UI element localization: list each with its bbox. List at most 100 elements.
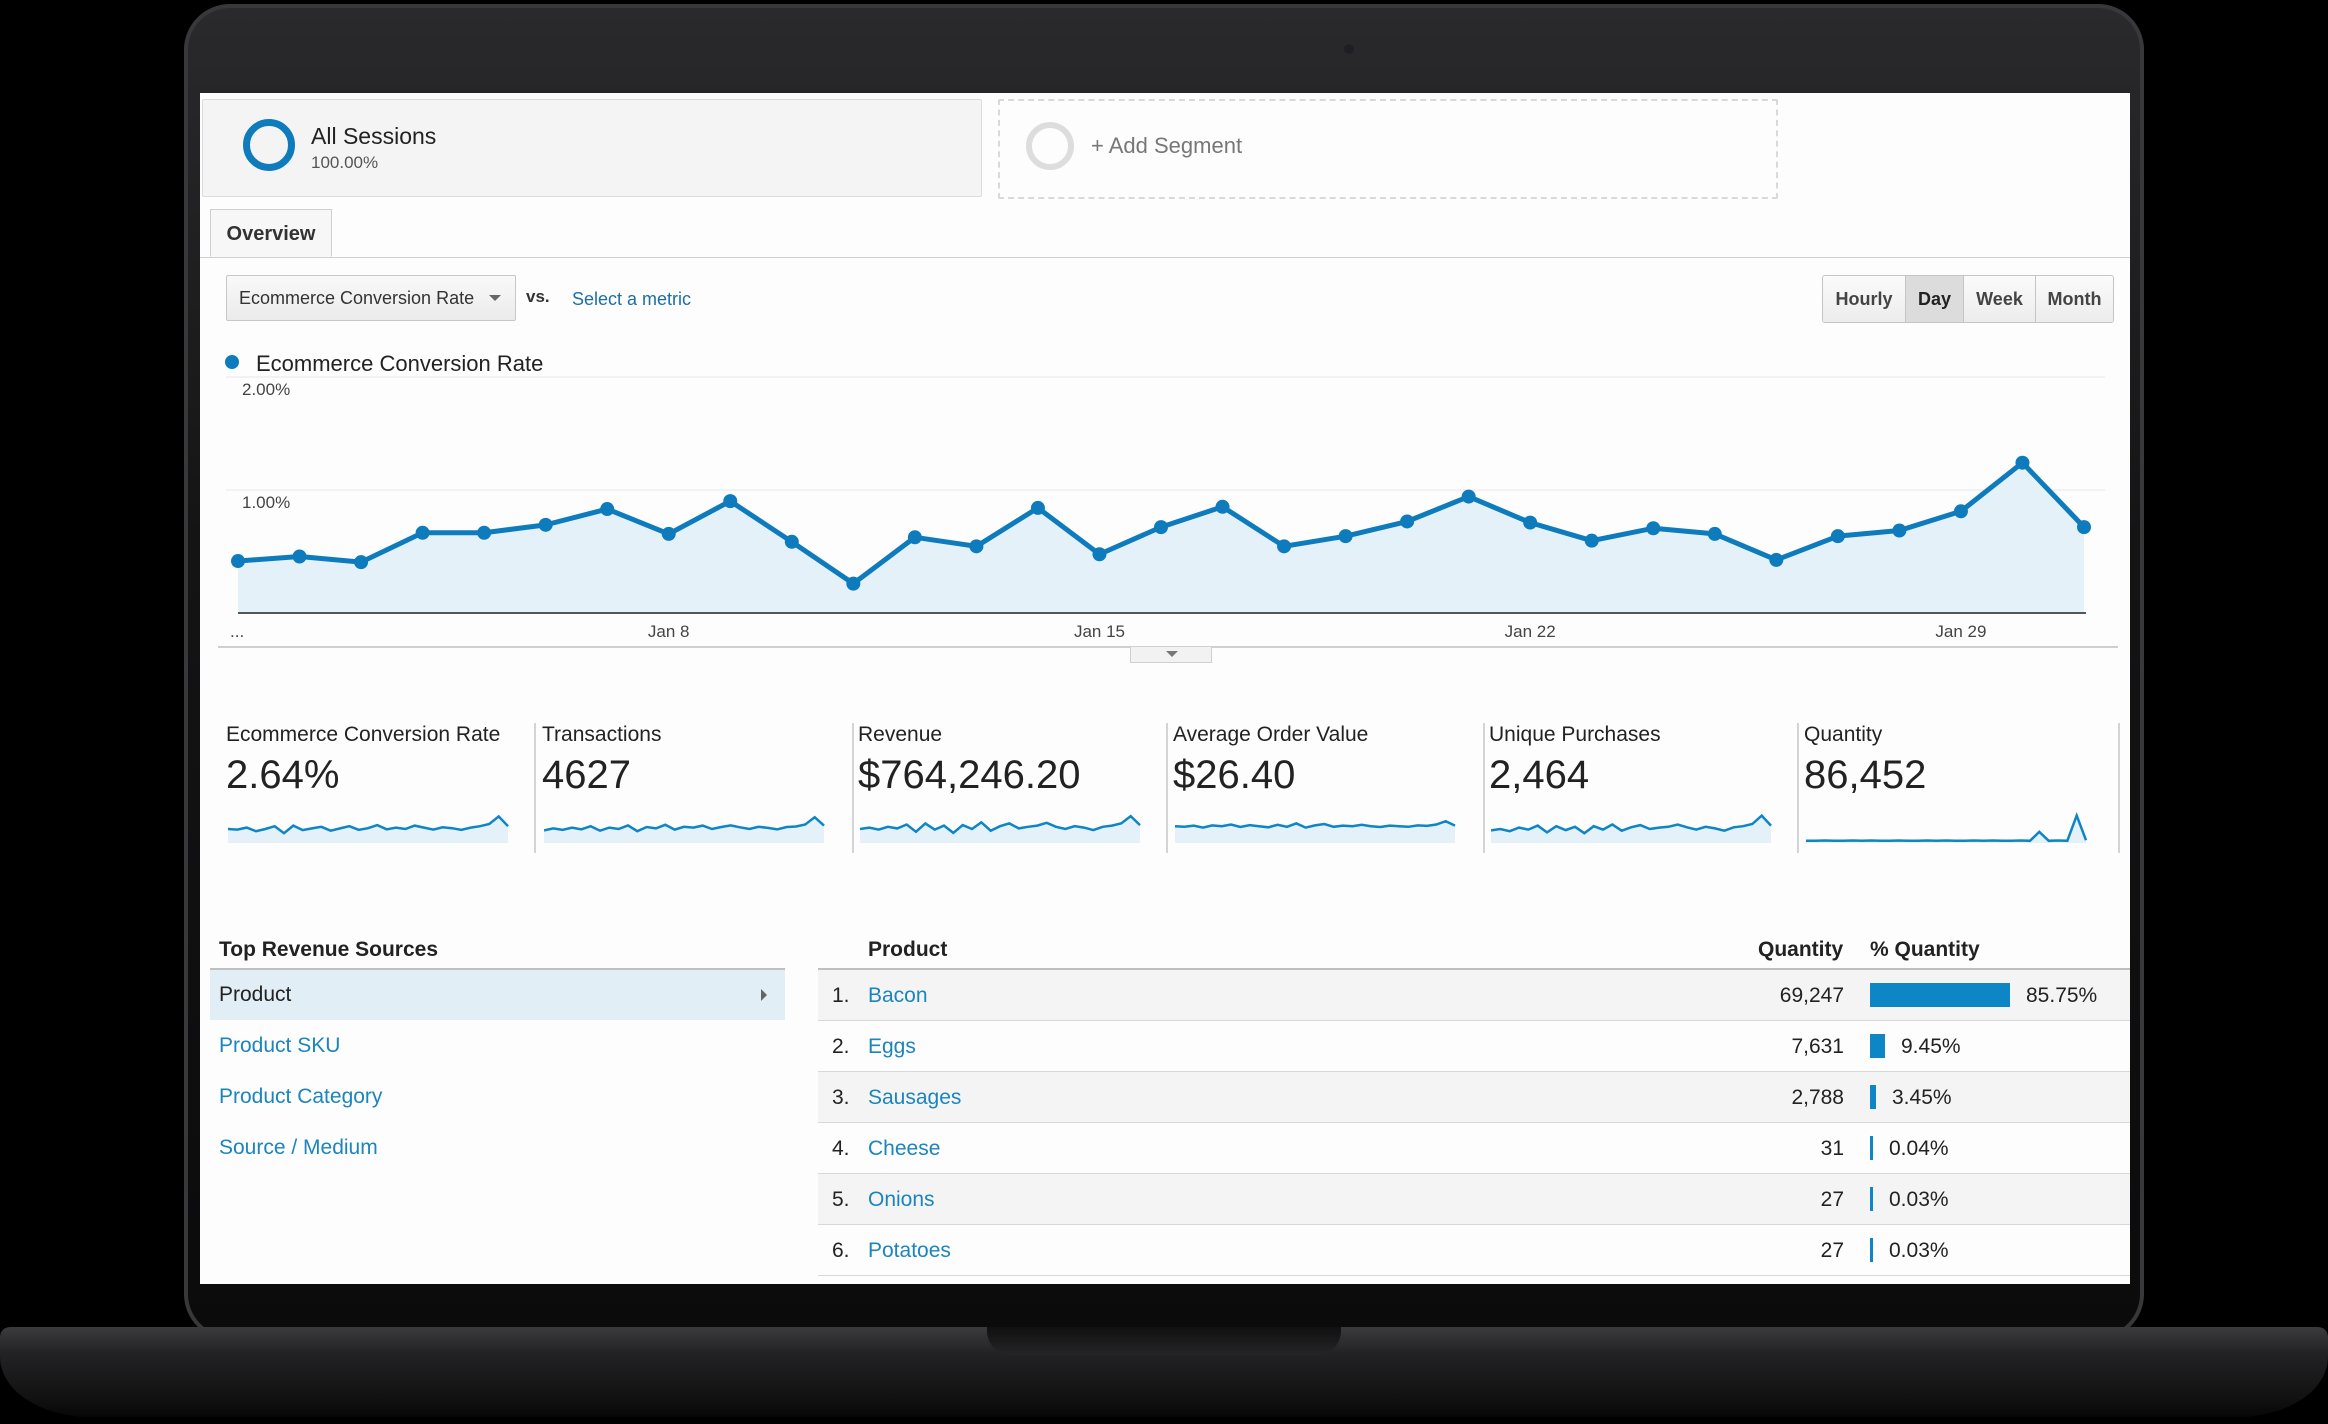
scorecard-label: Unique Purchases (1489, 723, 1661, 746)
column-header-quantity[interactable]: Quantity (1758, 938, 1844, 961)
week-button[interactable]: Week (1964, 276, 2036, 322)
data-point (1400, 514, 1415, 529)
scorecard-divider (2118, 723, 2120, 853)
x-tick-label: Jan 8 (648, 622, 690, 641)
data-point (2015, 455, 2030, 470)
product-link[interactable]: Onions (868, 1188, 935, 1211)
source-item-product-sku[interactable]: Product SKU (219, 1034, 341, 1057)
analytics-screen: All Sessions 100.00% + Add Segment Overv… (200, 93, 2130, 1284)
sparkline-line (544, 815, 825, 833)
scorecard-label: Ecommerce Conversion Rate (226, 723, 501, 746)
scorecard-value: $764,246.20 (858, 753, 1081, 797)
scorecard-revenue: Revenue $764,246.20 (858, 723, 1168, 863)
add-segment-button[interactable] (998, 99, 1778, 199)
row-quantity: 31 (1820, 1137, 1844, 1160)
legend-dot-icon (225, 355, 239, 369)
data-point (1338, 529, 1353, 544)
row-index: 5. (832, 1188, 850, 1211)
table-row: 1. Bacon 69,247 85.75% (818, 970, 2130, 1021)
tab-divider (200, 257, 2130, 258)
row-index: 1. (832, 984, 850, 1007)
add-segment-label[interactable]: + Add Segment (1091, 133, 1243, 158)
row-index: 3. (832, 1086, 850, 1109)
row-quantity: 7,631 (1791, 1035, 1844, 1058)
series-area (238, 462, 2084, 613)
product-link[interactable]: Sausages (868, 1086, 962, 1109)
data-point (846, 576, 861, 591)
table-row: 6. Potatoes 27 0.03% (818, 1225, 2130, 1276)
row-pct-bar (1870, 1238, 1873, 1262)
data-point (969, 539, 984, 554)
row-quantity: 27 (1820, 1239, 1844, 1262)
scorecard-sparkline (1175, 819, 1456, 843)
segment-all-sessions[interactable] (202, 99, 982, 197)
scorecard-label: Revenue (858, 723, 943, 746)
product-link[interactable]: Bacon (868, 984, 928, 1007)
y-tick-label: 2.00% (242, 380, 290, 399)
hourly-button[interactable]: Hourly (1823, 276, 1906, 322)
sparkline-area (1491, 815, 1771, 843)
scorecard-value: 4627 (542, 753, 631, 797)
metric-select-value: Ecommerce Conversion Rate (239, 288, 475, 308)
product-link[interactable]: Potatoes (868, 1239, 951, 1262)
chevron-down-icon (489, 295, 501, 301)
row-index: 2. (832, 1035, 850, 1058)
row-pct-bar (1870, 1136, 1873, 1160)
x-tick-label: Jan 15 (1074, 622, 1125, 641)
row-pct: 85.75% (2026, 984, 2098, 1007)
product-link[interactable]: Cheese (868, 1137, 941, 1160)
select-metric-link[interactable]: Select a metric (572, 289, 692, 309)
sparkline-area (860, 816, 1140, 843)
legend-label: Ecommerce Conversion Rate (256, 351, 544, 376)
add-segment-ring-icon (1026, 122, 1074, 170)
chevron-right-icon (761, 989, 767, 1001)
y-tick-label: 1.00% (242, 493, 290, 512)
data-point (538, 517, 553, 532)
row-index: 4. (832, 1137, 850, 1160)
scorecard-label: Average Order Value (1173, 723, 1369, 746)
row-pct: 9.45% (1901, 1035, 1961, 1058)
sparkline-area (228, 816, 508, 843)
scorecard-value: 86,452 (1804, 753, 1927, 797)
data-point (600, 502, 615, 517)
data-point (1646, 521, 1661, 536)
scorecard-average-order-value: Average Order Value $26.40 (1173, 723, 1485, 863)
table-header-divider (818, 968, 2130, 970)
data-point (1030, 500, 1045, 515)
day-button[interactable]: Day (1906, 276, 1964, 322)
metric-select[interactable]: Ecommerce Conversion Rate (226, 275, 516, 321)
collapse-chart-handle[interactable] (1130, 647, 1212, 663)
x-tick-label: Jan 29 (1935, 622, 1986, 641)
row-pct-bar (1870, 1034, 1885, 1058)
sparkline-line (1806, 812, 2088, 843)
segment-title: All Sessions (311, 123, 437, 149)
laptop-notch (987, 1327, 1341, 1355)
data-point (1892, 523, 1907, 538)
data-point (477, 525, 492, 540)
row-pct: 3.45% (1892, 1086, 1952, 1109)
table-row: 2. Eggs 7,631 9.45% (818, 1021, 2130, 1072)
source-item-product[interactable]: Product (210, 970, 785, 1020)
data-point (1769, 552, 1784, 567)
scorecard-value: 2.64% (226, 753, 340, 797)
x-tick-label: Jan 22 (1505, 622, 1556, 641)
scorecard-sparkline (1491, 813, 1772, 843)
column-header-pct-quantity[interactable]: % Quantity (1870, 938, 1980, 961)
column-header-product[interactable]: Product (868, 938, 948, 961)
source-item-source-medium[interactable]: Source / Medium (219, 1136, 378, 1159)
segment-ring-icon (243, 119, 295, 171)
product-link[interactable]: Eggs (868, 1035, 916, 1058)
scorecard-sparkline (228, 814, 509, 843)
tab-overview[interactable]: Overview (210, 209, 332, 257)
table-row: 4. Cheese 31 0.04% (818, 1123, 2130, 1174)
x-tick-label: ... (230, 622, 244, 641)
sparkline-line (228, 814, 509, 835)
data-point (1215, 499, 1230, 514)
source-item-product-category[interactable]: Product Category (219, 1085, 383, 1108)
granularity-buttons: Hourly Day Week Month (1822, 275, 2114, 323)
month-button[interactable]: Month (2036, 276, 2113, 322)
scorecard-sparkline (544, 815, 825, 843)
data-point (907, 530, 922, 545)
row-pct-bar (1870, 983, 2010, 1007)
row-quantity: 27 (1820, 1188, 1844, 1211)
